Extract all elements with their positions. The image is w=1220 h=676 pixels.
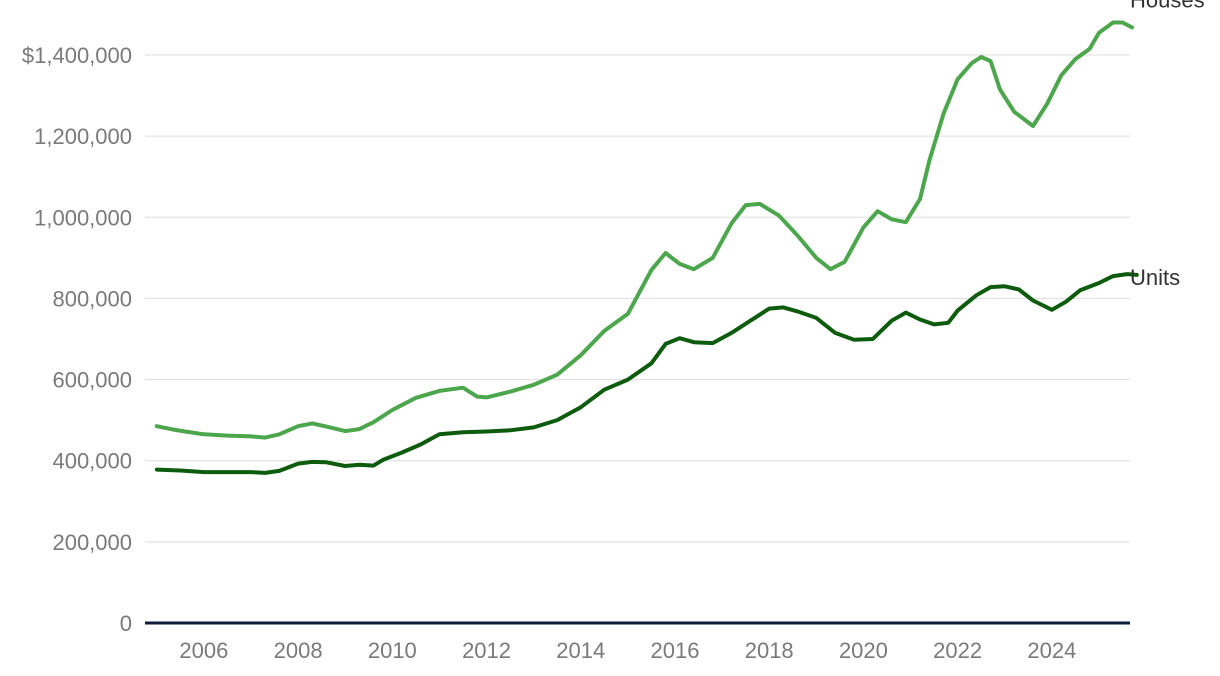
series-label-units: Units [1130, 265, 1180, 290]
x-tick-label: 2024 [1027, 638, 1076, 663]
x-tick-label: 2020 [839, 638, 888, 663]
x-tick-label: 2018 [745, 638, 794, 663]
x-tick-label: 2008 [274, 638, 323, 663]
y-tick-label: 400,000 [52, 449, 132, 474]
x-tick-label: 2010 [368, 638, 417, 663]
y-tick-label: 1,000,000 [34, 205, 132, 230]
x-tick-label: 2006 [179, 638, 228, 663]
y-tick-label: 200,000 [52, 530, 132, 555]
series-line-units [154, 272, 1139, 475]
y-tick-label: 1,200,000 [34, 124, 132, 149]
series-label-houses: Houses [1130, 0, 1205, 12]
x-tick-label: 2014 [556, 638, 605, 663]
series-line-houses [154, 20, 1134, 440]
x-axis-tick-labels: 2006 2008 2010 2012 2014 2016 2018 2020 2022 2024 [179, 638, 1076, 663]
y-tick-label: 600,000 [52, 368, 132, 393]
series-lines [154, 20, 1139, 475]
y-tick-label: $1,400,000 [22, 43, 132, 68]
y-axis-tick-labels: 0 200,000 400,000 600,000 800,000 1,000,000 1,… [22, 43, 132, 636]
y-tick-label: 800,000 [52, 286, 132, 311]
series-labels: Houses Units [1130, 0, 1205, 290]
y-tick-label: 0 [120, 611, 132, 636]
x-tick-label: 2012 [462, 638, 511, 663]
x-tick-label: 2016 [651, 638, 700, 663]
x-tick-label: 2022 [933, 638, 982, 663]
